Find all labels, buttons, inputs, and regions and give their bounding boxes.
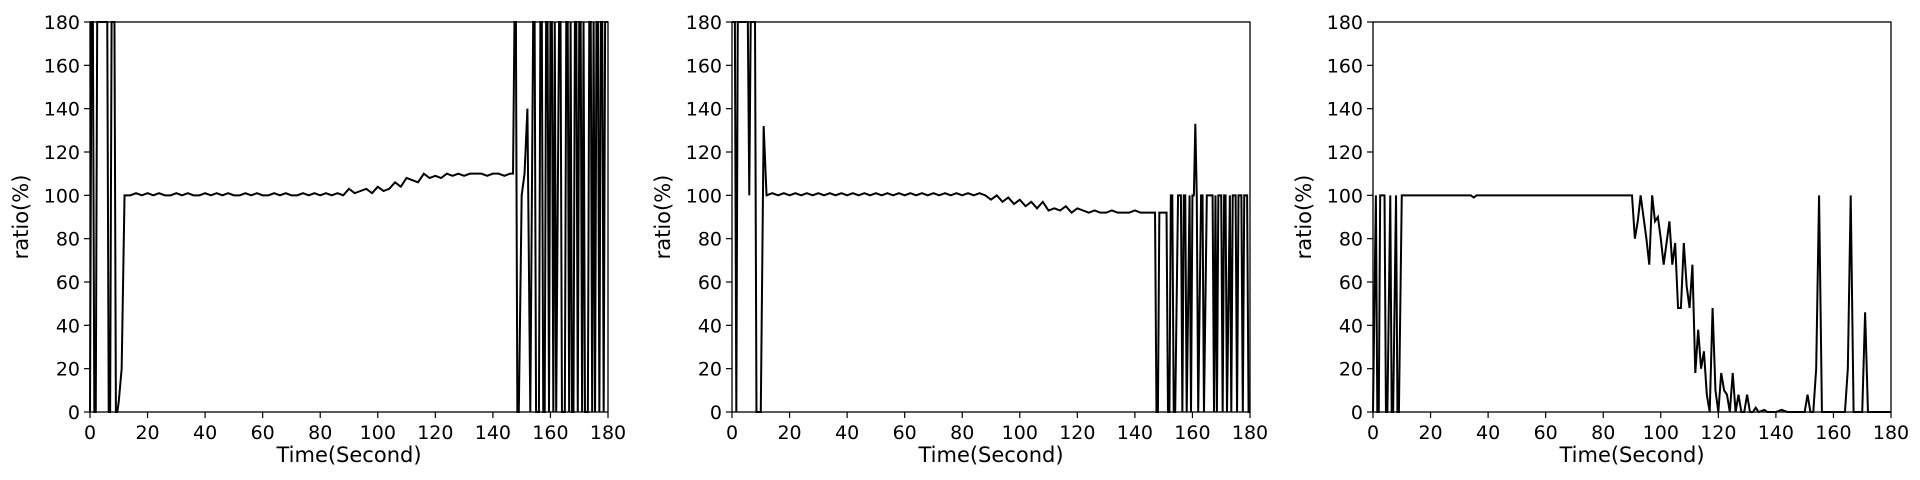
x-tick-label: 140 bbox=[1758, 422, 1794, 444]
y-tick-label: 160 bbox=[1327, 55, 1363, 77]
x-tick-label: 60 bbox=[893, 422, 917, 444]
x-tick-label: 180 bbox=[1232, 422, 1268, 444]
y-tick-label: 20 bbox=[56, 359, 80, 381]
x-tick-label: 80 bbox=[1591, 422, 1615, 444]
y-tick-label: 20 bbox=[1339, 359, 1363, 381]
y-tick-label: 180 bbox=[44, 12, 80, 34]
y-tick-label: 40 bbox=[698, 315, 722, 337]
x-tick-label: 0 bbox=[726, 422, 738, 444]
plot-frame bbox=[1372, 21, 1892, 413]
x-tick-label: 20 bbox=[1418, 422, 1442, 444]
x-tick-label: 60 bbox=[1534, 422, 1558, 444]
y-tick-label: 80 bbox=[1339, 229, 1363, 251]
y-tick-label: 80 bbox=[698, 229, 722, 251]
y-tick-label: 140 bbox=[1327, 99, 1363, 121]
x-tick-label: 160 bbox=[1174, 422, 1210, 444]
y-tick-label: 100 bbox=[44, 185, 80, 207]
x-tick-label: 0 bbox=[84, 422, 96, 444]
y-tick-label: 120 bbox=[1327, 142, 1363, 164]
y-tick-label: 100 bbox=[686, 185, 722, 207]
y-tick-label: 160 bbox=[44, 55, 80, 77]
y-tick-label: 120 bbox=[686, 142, 722, 164]
x-tick-label: 120 bbox=[1700, 422, 1736, 444]
x-tick-label: 120 bbox=[417, 422, 453, 444]
series-line-1 bbox=[1372, 194, 1891, 414]
y-tick-label: 100 bbox=[1327, 185, 1363, 207]
y-axis-label: ratio(%) bbox=[1292, 175, 1316, 260]
y-tick-label: 80 bbox=[56, 229, 80, 251]
x-tick-label: 80 bbox=[950, 422, 974, 444]
y-tick-label: 140 bbox=[686, 99, 722, 121]
y-tick-label: 60 bbox=[1339, 272, 1363, 294]
y-tick-label: 120 bbox=[44, 142, 80, 164]
x-tick-label: 40 bbox=[1476, 422, 1500, 444]
y-tick-label: 180 bbox=[1327, 12, 1363, 34]
x-tick-label: 180 bbox=[590, 422, 626, 444]
x-tick-label: 140 bbox=[1117, 422, 1153, 444]
subplot-3: Time(Second) ratio(%) 0 20 40 60 80 100 120 140… bbox=[1292, 12, 1909, 467]
series-line-1 bbox=[89, 21, 608, 413]
y-axis-label: ratio(%) bbox=[651, 175, 675, 260]
y-tick-label: 60 bbox=[698, 272, 722, 294]
x-tick-label: 160 bbox=[1815, 422, 1851, 444]
x-tick-label: 100 bbox=[360, 422, 396, 444]
y-tick-label: 140 bbox=[44, 99, 80, 121]
subplot-1: Time(Second) ratio(%) 0 20 40 60 80 100 120 140… bbox=[9, 12, 626, 467]
x-axis-label: Time(Second) bbox=[275, 443, 421, 467]
x-tick-label: 180 bbox=[1873, 422, 1909, 444]
x-tick-label: 120 bbox=[1059, 422, 1095, 444]
y-axis-label: ratio(%) bbox=[9, 175, 33, 260]
x-axis-label: Time(Second) bbox=[1558, 443, 1704, 467]
x-tick-label: 60 bbox=[251, 422, 275, 444]
y-tick-label: 180 bbox=[686, 12, 722, 34]
y-tick-label: 0 bbox=[710, 402, 722, 424]
plot-frame bbox=[89, 21, 609, 413]
subplot-2: Time(Second) ratio(%) 0 20 40 60 80 100 120 140… bbox=[651, 12, 1268, 467]
y-tick-label: 60 bbox=[56, 272, 80, 294]
x-tick-label: 100 bbox=[1002, 422, 1038, 444]
x-tick-label: 40 bbox=[835, 422, 859, 444]
y-tick-label: 160 bbox=[686, 55, 722, 77]
series-line-1 bbox=[732, 21, 1250, 413]
y-tick-label: 0 bbox=[68, 402, 80, 424]
x-tick-label: 160 bbox=[532, 422, 568, 444]
x-tick-label: 100 bbox=[1643, 422, 1679, 444]
x-tick-label: 40 bbox=[193, 422, 217, 444]
y-tick-label: 40 bbox=[56, 315, 80, 337]
y-tick-label: 20 bbox=[698, 359, 722, 381]
y-tick-label: 40 bbox=[1339, 315, 1363, 337]
plot-frame bbox=[731, 21, 1251, 413]
x-tick-label: 20 bbox=[777, 422, 801, 444]
x-tick-label: 0 bbox=[1367, 422, 1379, 444]
x-axis-label: Time(Second) bbox=[917, 443, 1063, 467]
y-tick-label: 0 bbox=[1351, 402, 1363, 424]
x-tick-label: 80 bbox=[308, 422, 332, 444]
x-tick-label: 140 bbox=[475, 422, 511, 444]
x-tick-label: 20 bbox=[135, 422, 159, 444]
